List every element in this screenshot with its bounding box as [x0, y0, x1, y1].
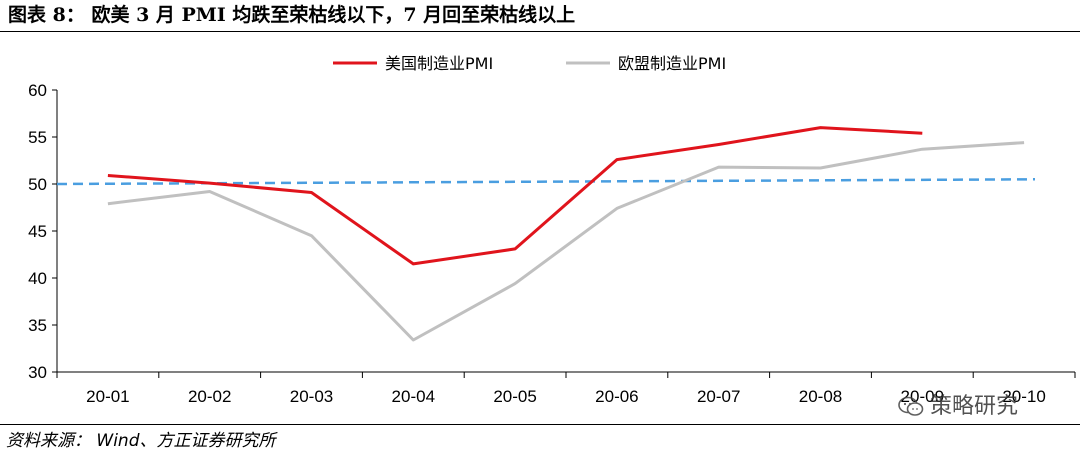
x-tick-label: 20-10: [1002, 387, 1045, 406]
chat-bubble-icon: [898, 396, 924, 416]
x-tick-label: 20-09: [901, 387, 944, 406]
y-tick-label: 35: [28, 316, 47, 335]
figure-title: 图表 8： 欧美 3 月 PMI 均跌至荣枯线以下，7 月回至荣枯线以上: [8, 4, 576, 26]
legend: 美国制造业PMI 欧盟制造业PMI: [333, 54, 726, 73]
x-tick-label: 20-07: [697, 387, 740, 406]
watermark: 策略研究: [898, 392, 1018, 422]
y-tick-label: 30: [28, 363, 47, 382]
series-line: [107, 141, 1025, 342]
x-tick-label: 20-02: [188, 387, 231, 406]
x-tick-label: 20-06: [595, 387, 638, 406]
axes: 30 35 40 45 50 55 60 20-01 20-02 20-03 20-04 20-05 2…: [28, 81, 1076, 406]
x-tick-label: 20-01: [86, 387, 129, 406]
plot-area: [107, 126, 1025, 342]
x-tick-label: 20-05: [493, 387, 536, 406]
legend-label: 美国制造业PMI: [385, 54, 493, 73]
bottom-rule: [0, 424, 1080, 425]
watermark-text: 策略研究: [930, 394, 1019, 419]
y-tick-label: 45: [28, 222, 47, 241]
top-rule: [0, 31, 1080, 32]
series-line: [107, 126, 923, 266]
y-tick-label: 60: [28, 81, 47, 100]
line-chart: 美国制造业PMI 欧盟制造业PMI 30 35 40 45 50 55 60 20-01 20-0…: [28, 54, 1076, 406]
y-tick-label: 40: [28, 269, 47, 288]
y-tick-label: 55: [28, 128, 47, 147]
y-tick-label: 50: [28, 175, 47, 194]
x-tick-label: 20-08: [799, 387, 842, 406]
source-note: 资料来源： Wind、方正证券研究所: [6, 431, 276, 451]
legend-label: 欧盟制造业PMI: [618, 54, 726, 73]
x-tick-label: 20-04: [392, 387, 435, 406]
x-tick-label: 20-03: [290, 387, 333, 406]
